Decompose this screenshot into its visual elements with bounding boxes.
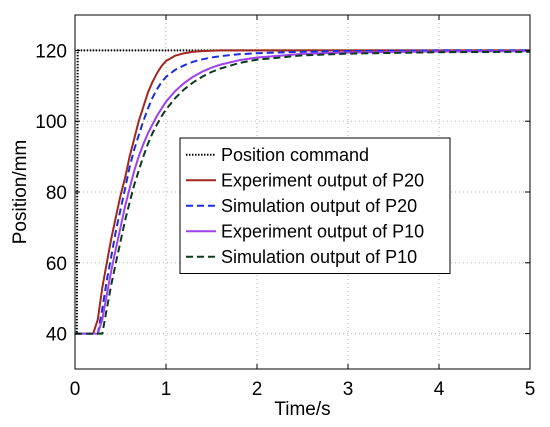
y-tick-label: 100 — [35, 112, 67, 133]
legend-label: Experiment output of P10 — [221, 221, 424, 241]
series-group — [75, 49, 531, 335]
series-line-2 — [75, 49, 530, 335]
legend-label: Position command — [221, 145, 369, 165]
x-tick-label: 5 — [525, 379, 536, 400]
y-tick-label: 80 — [46, 183, 67, 204]
series-line-3 — [75, 49, 530, 335]
x-tick-label: 1 — [161, 379, 172, 400]
x-axis-label: Time/s — [274, 399, 330, 420]
y-tick-label: 40 — [46, 325, 67, 346]
legend-box — [179, 137, 451, 274]
legend-label: Simulation output of P20 — [221, 196, 417, 216]
series-line-5 — [75, 50, 531, 335]
x-tick-label: 2 — [252, 379, 263, 400]
legend: Position command Experiment output of P20… — [179, 137, 451, 274]
legend-label: Experiment output of P20 — [221, 170, 424, 190]
x-tick-label: 0 — [70, 379, 81, 400]
y-tick-label: 120 — [35, 41, 67, 62]
x-tick-label: 4 — [434, 379, 445, 400]
series-line-4 — [75, 50, 531, 335]
x-tick-label: 3 — [343, 379, 354, 400]
axis-ticks: 0 1 2 3 4 5 40 60 80 100 120 — [35, 15, 535, 400]
y-tick-label: 60 — [46, 254, 67, 275]
legend-label: Simulation output of P10 — [221, 247, 417, 267]
y-axis-label: Position/mm — [10, 140, 31, 245]
